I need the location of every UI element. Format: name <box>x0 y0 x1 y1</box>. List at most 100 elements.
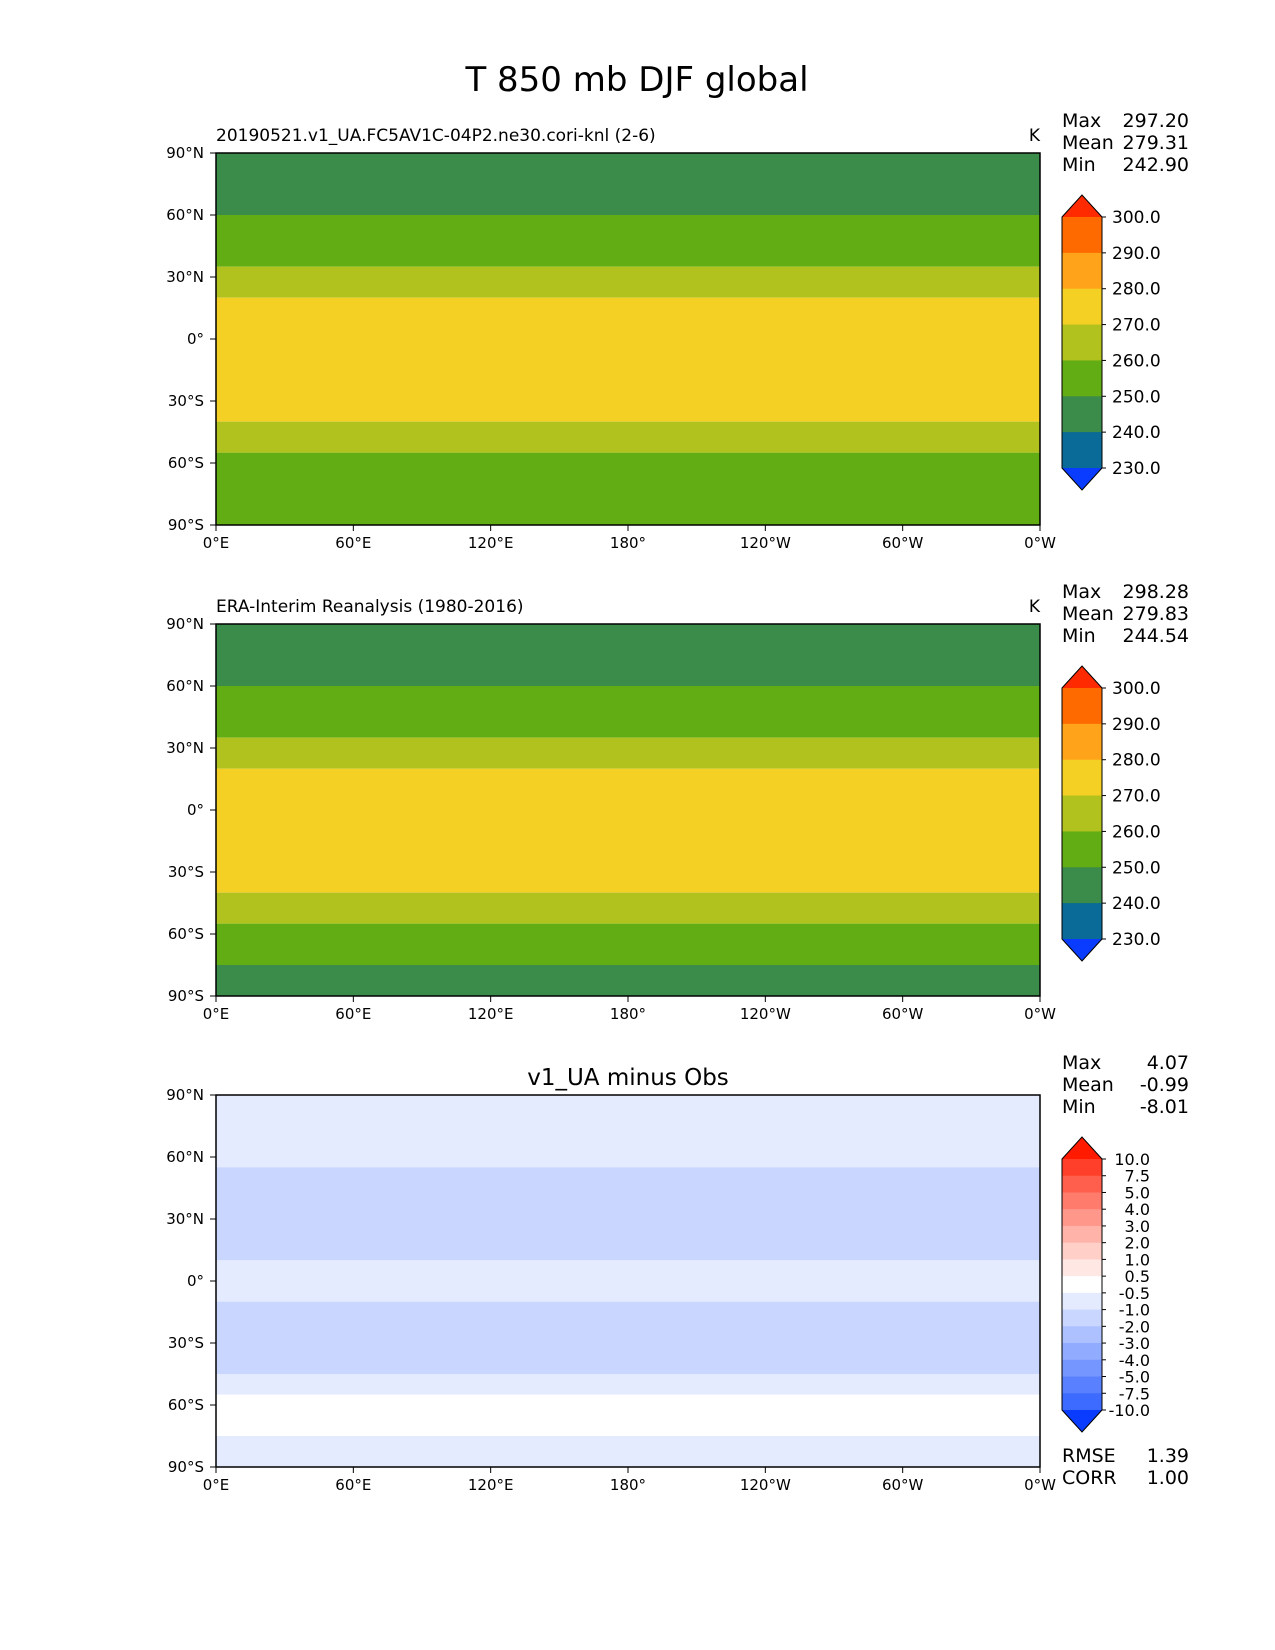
colorbar: 10.07.55.04.03.02.01.00.5-0.5-1.0-2.0-3.… <box>1061 1136 1150 1433</box>
colorbar-bin <box>1062 795 1102 832</box>
x-tick-label: 180° <box>610 534 646 552</box>
colorbar-bin <box>1062 939 1102 961</box>
y-tick-label: 30°S <box>168 1334 204 1352</box>
colorbar-bin <box>1062 324 1102 361</box>
y-tick-label: 90°N <box>166 615 204 633</box>
y-tick-label: 90°N <box>166 144 204 162</box>
colorbar-label: -7.5 <box>1119 1384 1150 1403</box>
colorbar-label: 280.0 <box>1112 751 1161 771</box>
colorbar-bin <box>1062 1393 1102 1411</box>
y-tick-label: 60°N <box>166 206 204 224</box>
latitude-band <box>216 266 1040 298</box>
colorbar-label: 250.0 <box>1112 387 1161 407</box>
colorbar-label: -0.5 <box>1119 1284 1150 1303</box>
x-tick-label: 0°E <box>203 1005 230 1023</box>
x-tick-label: 0°W <box>1024 1005 1056 1023</box>
y-tick-label: 30°N <box>166 268 204 286</box>
colorbar: 300.0 290.0 280.0 270.0 260.0 250.0 240.0 230.0 <box>1061 194 1161 491</box>
colorbar-bin <box>1062 1376 1102 1394</box>
y-tick-label: 60°N <box>166 1148 204 1166</box>
latitude-band <box>216 153 1040 215</box>
colorbar-label: 10.0 <box>1114 1150 1150 1169</box>
x-tick-label: 120°W <box>740 1476 791 1494</box>
y-tick-label: 90°S <box>168 1458 204 1476</box>
colorbar-label: 300.0 <box>1112 208 1161 228</box>
stat-label: Max <box>1062 110 1101 132</box>
y-tick-label: 60°N <box>166 677 204 695</box>
stat-label: Mean <box>1062 1074 1114 1096</box>
corner-stat-value: 1.39 <box>1147 1445 1189 1467</box>
colorbar-bin <box>1062 217 1102 254</box>
x-tick-label: 120°E <box>468 1005 514 1023</box>
colorbar-label: -2.0 <box>1119 1317 1150 1336</box>
latitude-band <box>216 686 1040 738</box>
colorbar-bin <box>1062 396 1102 433</box>
colorbar-label: 2.0 <box>1125 1234 1150 1253</box>
colorbar-bin <box>1062 1209 1102 1227</box>
stat-value: 298.28 <box>1123 581 1189 603</box>
corner-stat-label: RMSE <box>1062 1445 1116 1467</box>
colorbar-bin <box>1062 1410 1102 1432</box>
y-tick-label: 0° <box>187 1272 204 1290</box>
colorbar-bin <box>1062 723 1102 761</box>
colorbar-bin <box>1062 1326 1102 1344</box>
colorbar-label: 270.0 <box>1112 787 1161 807</box>
x-tick-label: 60°E <box>335 534 371 552</box>
colorbar-bin <box>1062 1259 1102 1277</box>
colorbar-bin <box>1062 1309 1102 1327</box>
colorbar-bin <box>1062 666 1102 688</box>
x-tick-label: 60°W <box>882 1476 924 1494</box>
y-tick-label: 60°S <box>168 454 204 472</box>
panel-subtitle: ERA-Interim Reanalysis (1980-2016) <box>216 597 524 617</box>
x-tick-label: 180° <box>610 1476 646 1494</box>
stat-value: 4.07 <box>1147 1052 1189 1074</box>
panel-2: 0°E 60°E 120°E 180° 120°W 60°W 0°W 90°N 60°N 30°N… <box>166 581 1189 1023</box>
y-tick-label: 0° <box>187 801 204 819</box>
colorbar-bin <box>1062 1343 1102 1361</box>
colorbar-bin <box>1062 831 1102 868</box>
colorbar-label: -1.0 <box>1119 1301 1150 1320</box>
y-tick-label: 30°S <box>168 392 204 410</box>
stat-value: 279.83 <box>1123 603 1189 625</box>
y-tick-label: 90°N <box>166 1086 204 1104</box>
latitude-band <box>216 923 1040 965</box>
colorbar-label: 240.0 <box>1112 894 1161 914</box>
x-tick-label: 180° <box>610 1005 646 1023</box>
colorbar-label: 1.0 <box>1125 1250 1150 1269</box>
colorbar-label: 260.0 <box>1112 822 1161 842</box>
x-tick-label: 0°E <box>203 534 230 552</box>
x-tick-label: 60°W <box>882 1005 924 1023</box>
colorbar-label: 260.0 <box>1112 351 1161 371</box>
latitude-band <box>216 215 1040 267</box>
colorbar-label: 4.0 <box>1125 1200 1150 1219</box>
colorbar-label: 270.0 <box>1112 316 1161 336</box>
stat-value: 244.54 <box>1123 625 1189 647</box>
colorbar-label: 230.0 <box>1112 459 1161 479</box>
x-tick-label: 0°W <box>1024 534 1056 552</box>
colorbar-label: 300.0 <box>1112 679 1161 699</box>
latitude-band <box>216 1374 1040 1395</box>
stat-value: 279.31 <box>1123 132 1189 154</box>
x-tick-label: 60°E <box>335 1476 371 1494</box>
latitude-band <box>216 452 1040 525</box>
colorbar-bin <box>1062 1175 1102 1193</box>
latitude-band <box>216 297 1040 422</box>
colorbar-label: 240.0 <box>1112 423 1161 443</box>
colorbar-label: -4.0 <box>1119 1351 1150 1370</box>
y-tick-label: 30°N <box>166 1210 204 1228</box>
colorbar-bin <box>1062 1225 1102 1244</box>
stat-label: Mean <box>1062 132 1114 154</box>
colorbar-bin <box>1062 360 1102 397</box>
colorbar-bin <box>1062 432 1102 469</box>
colorbar-bin <box>1062 1359 1102 1378</box>
colorbar-bin <box>1062 1242 1102 1260</box>
corner-stat-value: 1.00 <box>1147 1467 1189 1489</box>
panel-subtitle: 20190521.v1_UA.FC5AV1C-04P2.ne30.cori-kn… <box>216 126 656 146</box>
latitude-band <box>216 965 1040 996</box>
y-tick-label: 60°S <box>168 925 204 943</box>
colorbar-label: 5.0 <box>1125 1183 1150 1202</box>
latitude-band <box>216 737 1040 769</box>
colorbar-label: -5.0 <box>1119 1368 1150 1387</box>
x-tick-label: 60°E <box>335 1005 371 1023</box>
y-tick-label: 30°S <box>168 863 204 881</box>
